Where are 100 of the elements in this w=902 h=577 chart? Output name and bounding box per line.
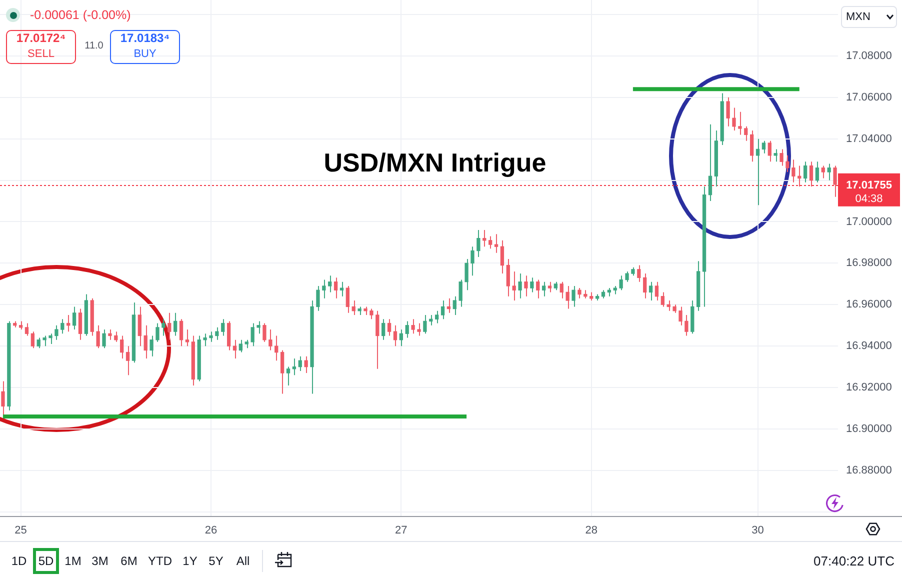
candlestick xyxy=(96,324,100,349)
candlestick xyxy=(232,339,237,360)
candlestick xyxy=(440,300,445,320)
text: 3M xyxy=(92,554,108,568)
y-tick-label: 17.08000 xyxy=(846,50,892,62)
candlestick xyxy=(476,230,480,258)
candlestick xyxy=(744,126,748,142)
candlestick xyxy=(792,159,796,183)
candlestick xyxy=(756,138,760,206)
candlestick xyxy=(376,310,380,370)
candlestick xyxy=(494,234,498,254)
y-tick-label: 16.94000 xyxy=(846,340,892,352)
candlestick xyxy=(114,331,118,342)
candlestick xyxy=(1,380,5,415)
candlestick xyxy=(54,324,58,340)
candlestick xyxy=(648,281,653,301)
candlestick xyxy=(268,328,272,351)
text: YTD xyxy=(148,554,172,568)
candlestick xyxy=(179,318,184,347)
candlestick xyxy=(625,270,629,282)
candlestick xyxy=(48,333,52,344)
text: 04:38 xyxy=(855,193,883,205)
text: 1M xyxy=(64,554,82,568)
y-tick-label: 17.00000 xyxy=(846,216,892,228)
candlestick xyxy=(78,308,82,340)
candlestick xyxy=(458,279,462,308)
candlestick xyxy=(566,285,570,310)
candlestick xyxy=(226,320,231,351)
candlestick xyxy=(370,308,374,320)
candlestick xyxy=(168,312,172,340)
candlestick xyxy=(334,277,338,299)
candlestick xyxy=(660,292,665,308)
annotation: SELL xyxy=(28,48,54,60)
candlestick xyxy=(470,246,474,276)
candlestick xyxy=(786,154,790,172)
candlestick xyxy=(738,111,742,136)
candlestick xyxy=(654,281,659,301)
candlestick xyxy=(708,124,712,202)
candlestick xyxy=(809,161,814,188)
candlestick xyxy=(780,148,784,166)
candlestick xyxy=(173,312,178,336)
annotation: 11.0 xyxy=(84,40,104,52)
candlestick xyxy=(542,281,546,297)
y-tick-label: 16.98000 xyxy=(846,257,892,270)
candlestick xyxy=(150,335,154,357)
candlestick xyxy=(24,322,29,336)
candlestick xyxy=(536,279,540,299)
candlestick xyxy=(803,161,808,183)
candlestick xyxy=(346,285,350,314)
candlestick xyxy=(678,306,682,326)
candlestick xyxy=(274,335,278,362)
y-tick-label: 16.90000 xyxy=(846,422,892,435)
candlestick xyxy=(512,270,516,301)
candlestick xyxy=(238,339,243,353)
candlestick xyxy=(560,281,564,299)
candlestick xyxy=(298,356,302,372)
candlestick xyxy=(524,275,528,297)
candlestick xyxy=(732,107,736,132)
annotation: -0.00061 (-0.00%) xyxy=(30,8,131,22)
candlestick xyxy=(774,148,778,162)
candlestick xyxy=(619,275,623,291)
candlestick xyxy=(387,318,392,336)
candlestick xyxy=(417,322,421,336)
candlestick xyxy=(340,281,344,297)
candlestick xyxy=(185,328,190,347)
candlestick xyxy=(684,314,688,336)
text: 1D xyxy=(11,554,27,568)
text: 1Y xyxy=(182,554,198,568)
candlestick xyxy=(833,165,837,198)
x-tick-label: 28 xyxy=(585,524,598,537)
candlestick xyxy=(464,258,468,291)
text: 07:40:22 UTC xyxy=(814,554,894,568)
text: 6M xyxy=(120,554,138,568)
candlestick xyxy=(286,366,290,386)
candlestick xyxy=(382,318,386,340)
candlestick xyxy=(30,331,35,349)
candlestick xyxy=(637,264,641,282)
candlestick xyxy=(750,130,754,162)
candlestick xyxy=(144,324,148,360)
candlestick xyxy=(578,288,582,299)
candlestick xyxy=(411,318,415,334)
candlestick xyxy=(203,333,207,347)
candlestick xyxy=(156,322,160,342)
candlestick xyxy=(42,335,46,347)
text: 5D xyxy=(38,554,54,568)
candlestick xyxy=(423,314,427,334)
candlestick xyxy=(726,96,730,127)
candlestick xyxy=(452,296,456,316)
candlestick xyxy=(548,281,552,293)
candlestick xyxy=(138,306,142,347)
candlestick xyxy=(518,273,522,299)
candlestick xyxy=(36,337,40,349)
candlestick xyxy=(399,328,403,347)
candlestick xyxy=(643,273,647,299)
candlestick xyxy=(209,331,213,342)
text: MXN xyxy=(846,11,870,23)
annotation: BUY xyxy=(134,48,156,60)
x-tick-label: 26 xyxy=(204,524,218,537)
candlestick xyxy=(162,318,166,336)
candlestick xyxy=(393,324,398,347)
